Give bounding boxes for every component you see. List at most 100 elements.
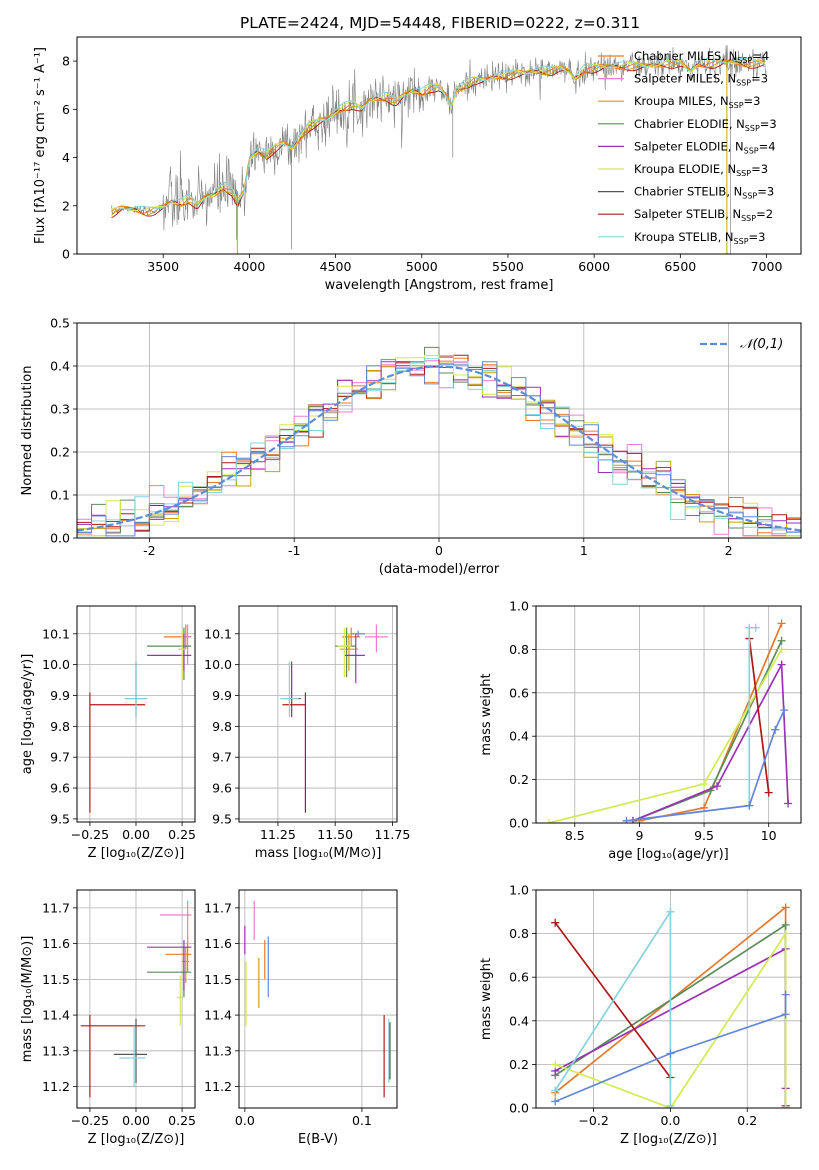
x-tick-label: 6500 xyxy=(664,259,696,274)
mass-weight-marker xyxy=(780,706,789,715)
y-tick-label: 0.4 xyxy=(50,359,70,374)
y-tick-label: 8 xyxy=(62,54,70,69)
y-axis-label: mass weight xyxy=(479,958,494,1040)
massweight_vs_Z-panel: −0.2 0.0 0.2 0.0 0.2 0.4 0.6 0.8 1.0 Z [log₁₀(Z/Z… xyxy=(479,883,802,1147)
legend-label: Chabrier ELODIE, NSSP=3 xyxy=(634,117,777,133)
mass-weight-marker xyxy=(781,1104,790,1108)
y-tick-label: 11.2 xyxy=(42,1079,70,1094)
mass-weight-marker xyxy=(551,918,560,927)
x-tick-label: 0.0 xyxy=(235,1113,255,1128)
x-axis-label: Z [log₁₀(Z/Z⊙)] xyxy=(620,1132,717,1147)
x-axis-label: E(B-V) xyxy=(298,1132,338,1147)
mass-weight-marker xyxy=(781,903,790,912)
mass-weight-line xyxy=(554,930,787,1108)
y-tick-label: 11.6 xyxy=(42,936,70,951)
mass-weight-marker xyxy=(777,636,786,645)
y-tick-label: 0.4 xyxy=(509,729,529,744)
y-axis-label: mass weight xyxy=(479,673,494,755)
model-spectrum xyxy=(111,57,766,210)
histogram-step xyxy=(77,354,801,531)
mass-weight-marker xyxy=(551,1086,560,1095)
x-tick-label: 11.25 xyxy=(260,827,296,842)
y-tick-label: 0.5 xyxy=(50,316,70,331)
age_vs_Z-plot-area xyxy=(89,624,192,813)
legend-label: Salpeter STELIB, NSSP=2 xyxy=(634,207,773,223)
mass-weight-marker xyxy=(551,1060,560,1069)
mass-weight-marker xyxy=(777,660,786,669)
x-tick-label: −0.25 xyxy=(71,1113,109,1128)
mass-weight-marker xyxy=(781,920,790,929)
x-tick-label: 8.5 xyxy=(565,828,585,843)
x-tick-label: 2 xyxy=(725,543,733,558)
age_vs_mass-plot-area xyxy=(280,624,388,813)
x-axis-label: (data-model)/error xyxy=(379,562,500,577)
y-tick-label: 9.6 xyxy=(212,781,232,796)
massweight_vs_Z-plot-area xyxy=(551,903,790,1108)
x-tick-label: 0 xyxy=(435,543,443,558)
mass-weight-line xyxy=(748,638,770,793)
y-tick-label: 6 xyxy=(62,102,70,117)
figure-title: PLATE=2424, MJD=54448, FIBERID=0222, z=0… xyxy=(240,14,640,32)
x-tick-label: 0.00 xyxy=(122,1113,150,1128)
mass-weight-marker xyxy=(777,619,786,628)
y-tick-label: 4 xyxy=(62,150,70,165)
x-axis-label: age [log₁₀(age/yr)] xyxy=(608,847,729,862)
y-tick-label: 9.7 xyxy=(212,750,232,765)
y-tick-label: 10.1 xyxy=(204,626,232,641)
y-tick-label: 0.6 xyxy=(509,970,529,985)
y-tick-label: 0.0 xyxy=(509,816,529,831)
spectrum-plot-area xyxy=(111,44,767,254)
x-tick-label: 6000 xyxy=(578,259,610,274)
observed-spectrum xyxy=(111,44,767,231)
x-tick-label: -1 xyxy=(288,543,300,558)
x-tick-label: 0.00 xyxy=(122,827,150,842)
mass-weight-line xyxy=(554,994,787,1103)
mass_vs_EBV-panel: 0.0 0.1 11.2 11.3 11.4 11.5 11.6 11.7 E(B-V) xyxy=(204,889,398,1147)
x-axis-label: wavelength [Angstrom, rest frame] xyxy=(325,278,554,293)
y-tick-label: 11.4 xyxy=(42,1008,70,1023)
x-tick-label: 7000 xyxy=(751,259,783,274)
massweight_vs_age-panel: 8.5 9 9.5 10 0.0 0.2 0.4 0.6 0.8 1.0 age [log₁₀(ag… xyxy=(479,599,802,862)
mass-weight-line xyxy=(626,709,785,822)
y-tick-label: 0.2 xyxy=(50,445,70,460)
y-tick-label: 9.8 xyxy=(212,719,232,734)
y-tick-label: 2 xyxy=(62,198,70,213)
y-tick-label: 9.8 xyxy=(50,719,70,734)
x-tick-label: 1 xyxy=(580,543,588,558)
spectrum-panel: 3500 4000 4500 5000 5500 6000 6500 7000 0 2 4 6 8 wav… xyxy=(33,36,802,293)
x-tick-label: 11.50 xyxy=(317,827,353,842)
mass_vs_EBV-plot-area xyxy=(244,900,391,1098)
age_vs_mass-panel: 11.25 11.50 11.75 9.5 9.6 9.7 9.8 9.9 10.0 10.1 ma… xyxy=(204,605,410,861)
x-axis-label: Z [log₁₀(Z/Z⊙)] xyxy=(88,1132,185,1147)
y-tick-label: 11.7 xyxy=(204,900,232,915)
axes-frame xyxy=(76,36,802,255)
mass-weight-marker xyxy=(781,1010,790,1019)
model-spectrum xyxy=(111,59,766,212)
mass-weight-marker xyxy=(712,782,721,791)
mass-weight-marker xyxy=(777,645,786,654)
x-tick-label: 9 xyxy=(635,828,643,843)
x-axis-label: Z [log₁₀(Z/Z⊙)] xyxy=(88,846,185,861)
y-axis-label: Normed distribution xyxy=(20,366,35,496)
mass-weight-marker xyxy=(666,907,675,916)
y-tick-label: 0.0 xyxy=(50,531,70,546)
axes-frame xyxy=(76,605,196,823)
mass-weight-marker xyxy=(666,1049,675,1058)
y-tick-label: 9.9 xyxy=(50,688,70,703)
mass-weight-marker xyxy=(784,799,793,808)
histogram-step xyxy=(77,355,801,537)
y-tick-label: 11.3 xyxy=(204,1043,232,1058)
x-tick-label: −0.25 xyxy=(71,827,109,842)
mass-weight-marker xyxy=(751,623,760,632)
axes-frame xyxy=(238,889,398,1109)
mass-weight-marker xyxy=(666,1101,675,1108)
massweight_vs_age-plot-area xyxy=(544,619,793,823)
y-tick-label: 10.0 xyxy=(204,657,232,672)
y-tick-label: 0.1 xyxy=(50,488,70,503)
y-tick-label: 11.6 xyxy=(204,936,232,951)
residuals-plot-area xyxy=(77,346,801,537)
x-tick-label: 5000 xyxy=(406,259,438,274)
legend-label: Kroupa ELODIE, NSSP=3 xyxy=(634,162,768,178)
y-tick-label: 9.6 xyxy=(50,781,70,796)
